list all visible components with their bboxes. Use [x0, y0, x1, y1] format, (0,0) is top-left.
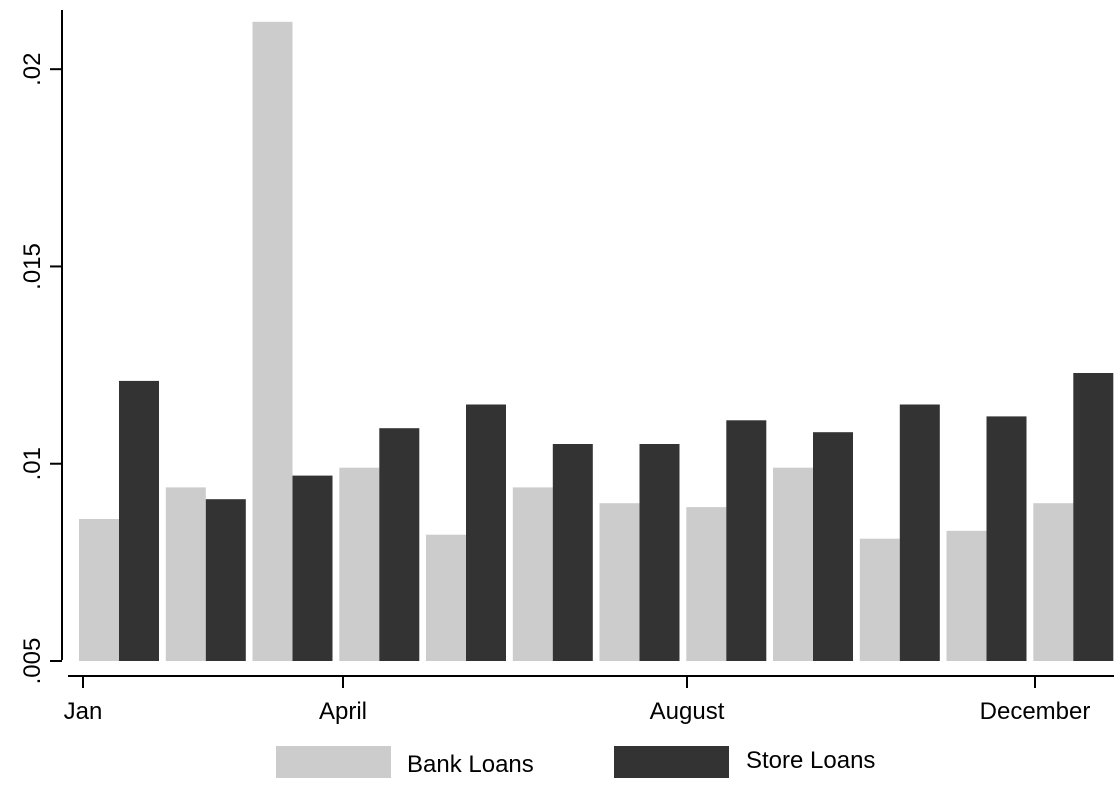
bar-store-loans-august: [726, 420, 767, 661]
y-tick-label: .01: [19, 447, 46, 480]
bars-group: [79, 21, 1114, 662]
bar-store-loans-may: [466, 404, 506, 661]
bar-store-loans-jun: [552, 444, 593, 661]
legend: Bank Loans Store Loans: [276, 746, 875, 778]
legend-label-store-loans: Store Loans: [746, 747, 875, 774]
bar-store-loans-oct: [899, 404, 940, 661]
x-tick-label: Jan: [64, 698, 103, 725]
bar-bank-loans-jan: [79, 519, 119, 661]
bar-bank-loans-april: [339, 467, 380, 661]
bar-bank-loans-feb: [165, 487, 206, 661]
bar-bank-loans-sep: [773, 467, 813, 661]
x-tick-label: April: [319, 698, 367, 725]
y-tick-label: .005: [19, 638, 46, 685]
legend-swatch-bank-loans: [276, 746, 391, 778]
bar-bank-loans-nov: [946, 530, 987, 661]
bar-bank-loans-jul: [599, 503, 640, 661]
bar-store-loans-jan: [119, 380, 159, 661]
y-tick-label: .015: [19, 243, 46, 290]
legend-swatch-store-loans: [614, 746, 729, 778]
bar-bank-loans-may: [426, 534, 466, 661]
y-tick-label: .02: [19, 52, 46, 85]
bar-store-loans-feb: [205, 499, 246, 661]
bar-store-loans-april: [379, 428, 420, 661]
bar-store-loans-sep: [813, 432, 853, 661]
y-axis-ticks: .005 .01 .015 .02: [19, 52, 62, 684]
bar-bank-loans-jun: [512, 487, 553, 661]
bar-bank-loans-mar: [252, 21, 293, 662]
bar-store-loans-december: [1073, 373, 1114, 661]
bar-store-loans-jul: [639, 444, 680, 661]
bar-bank-loans-oct: [859, 538, 900, 661]
x-axis-ticks: Jan April August December: [64, 676, 1091, 725]
bar-bank-loans-december: [1033, 503, 1074, 661]
bar-bank-loans-august: [686, 507, 727, 661]
x-tick-label: August: [650, 698, 725, 725]
bar-store-loans-mar: [292, 475, 333, 661]
legend-label-bank-loans: Bank Loans: [407, 751, 534, 778]
x-tick-label: December: [980, 698, 1091, 725]
bar-store-loans-nov: [986, 416, 1027, 661]
